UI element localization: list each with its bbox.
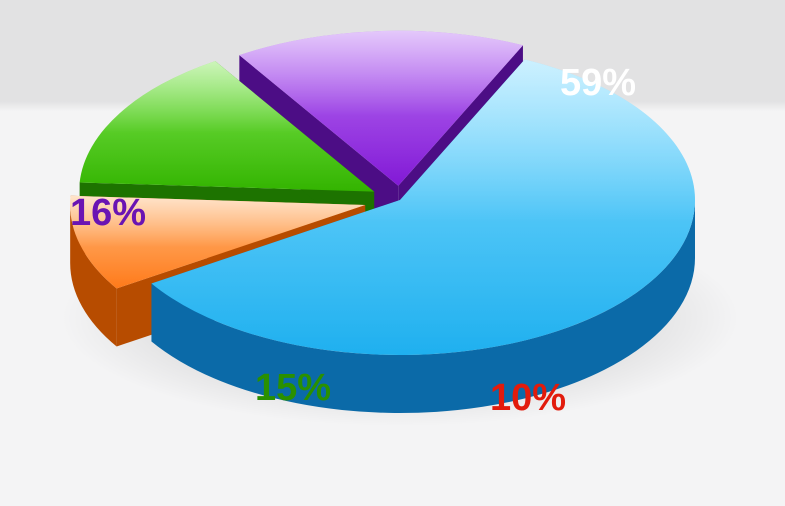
pie-label-green: 15% — [255, 367, 331, 409]
pie-label-purple: 16% — [70, 192, 146, 234]
pie-label-blue: 59% — [560, 62, 636, 104]
pie-chart-3d: 59% 10% 15% 16% — [0, 0, 785, 506]
pie-label-orange: 10% — [490, 377, 566, 419]
